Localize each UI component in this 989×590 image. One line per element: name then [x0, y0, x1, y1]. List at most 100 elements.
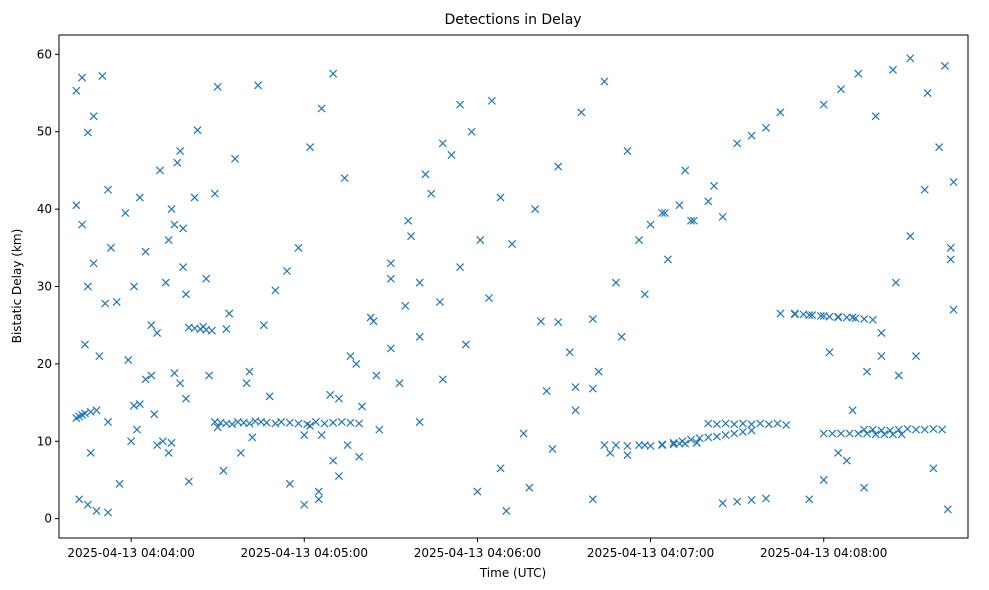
data-point — [130, 282, 139, 291]
data-point — [346, 352, 355, 361]
data-point — [86, 407, 95, 416]
data-point — [346, 418, 355, 427]
data-point — [277, 417, 286, 426]
data-point — [265, 392, 274, 401]
data-point — [404, 216, 413, 225]
data-point — [623, 441, 632, 450]
data-point — [663, 255, 672, 264]
data-point — [571, 406, 580, 415]
data-point — [427, 189, 436, 198]
data-point — [681, 166, 690, 175]
data-point — [834, 448, 843, 457]
data-point — [894, 371, 903, 380]
data-point — [845, 429, 854, 438]
data-point — [877, 328, 886, 337]
data-point — [891, 278, 900, 287]
data-point — [124, 355, 133, 365]
data-point — [877, 426, 886, 435]
data-point — [164, 236, 173, 245]
data-point — [738, 419, 747, 428]
data-point — [660, 208, 670, 218]
data-point — [242, 379, 251, 388]
data-point — [205, 371, 214, 380]
data-point — [548, 444, 557, 454]
data-point — [565, 348, 574, 357]
data-point — [782, 420, 791, 430]
data-point — [158, 437, 167, 446]
data-point — [903, 424, 912, 433]
data-point — [467, 127, 476, 136]
data-point — [228, 420, 237, 429]
data-point — [127, 437, 136, 446]
y-tick-label: 50 — [37, 125, 52, 139]
data-point — [554, 318, 563, 327]
data-point — [695, 434, 704, 443]
data-point — [314, 487, 323, 496]
data-point — [415, 332, 424, 341]
data-point — [721, 419, 730, 428]
data-point — [730, 420, 739, 429]
data-point — [825, 348, 834, 357]
data-point — [868, 315, 877, 324]
y-tick-label: 10 — [37, 434, 52, 448]
data-point — [421, 170, 430, 179]
data-point — [635, 441, 644, 450]
data-point — [496, 464, 505, 473]
data-point — [150, 410, 159, 419]
data-point — [231, 154, 240, 163]
data-point — [946, 243, 955, 252]
data-point — [340, 174, 349, 183]
data-point — [83, 128, 92, 137]
data-point — [669, 438, 678, 447]
scatter-points — [72, 54, 958, 517]
data-point — [935, 143, 944, 152]
data-point — [456, 100, 465, 109]
data-point — [329, 456, 338, 465]
data-point — [730, 429, 739, 438]
data-point — [834, 313, 843, 322]
x-tick-label: 2025-04-13 04:04:00 — [67, 546, 194, 560]
data-point — [611, 278, 620, 287]
data-point — [236, 448, 245, 457]
data-point — [531, 205, 540, 214]
data-point — [101, 299, 110, 308]
data-point — [776, 108, 785, 117]
data-point — [115, 479, 124, 488]
y-axis: 0 10 20 30 40 50 60 — [37, 47, 59, 526]
data-point — [132, 425, 141, 434]
data-point — [894, 425, 903, 434]
data-point — [92, 506, 101, 515]
x-axis: 2025-04-13 04:04:00 2025-04-13 04:05:00 20… — [67, 538, 887, 560]
data-point — [828, 429, 837, 438]
data-point — [170, 369, 179, 378]
data-point — [487, 96, 496, 105]
y-tick-label: 30 — [37, 280, 52, 294]
data-point — [776, 309, 785, 318]
data-point — [176, 147, 185, 156]
data-point — [819, 475, 828, 484]
data-point — [193, 126, 202, 135]
data-point — [862, 429, 872, 438]
data-point — [888, 430, 897, 439]
data-point — [678, 437, 687, 446]
data-point — [611, 441, 620, 450]
data-point — [317, 104, 326, 113]
data-point — [686, 435, 695, 444]
data-point — [176, 379, 185, 388]
data-point — [314, 495, 323, 504]
data-point — [906, 232, 915, 241]
data-point — [98, 71, 107, 81]
data-point — [912, 352, 921, 361]
data-point — [285, 418, 294, 427]
data-point — [721, 431, 730, 440]
data-point — [78, 220, 87, 229]
data-point — [718, 499, 727, 508]
x-axis-label: Time (UTC) — [479, 566, 546, 580]
data-point — [799, 310, 808, 319]
data-point — [161, 278, 170, 287]
data-point — [588, 495, 597, 504]
data-point — [72, 201, 81, 210]
data-point — [571, 383, 580, 392]
data-point — [285, 479, 294, 488]
data-point — [920, 425, 929, 434]
